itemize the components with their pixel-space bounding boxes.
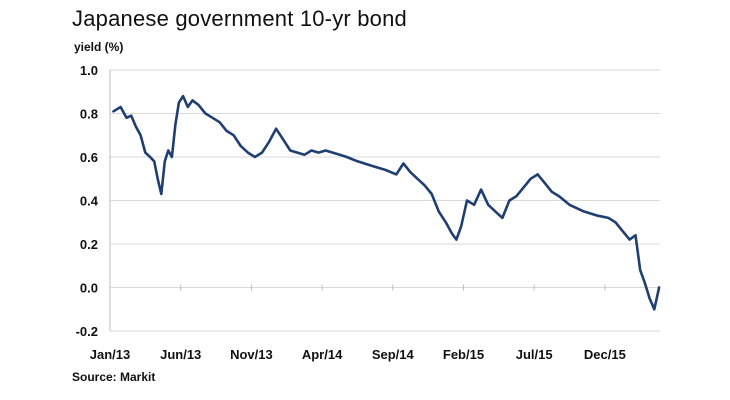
y-tick-label: 0.0 [80, 281, 98, 296]
x-tick-label: Jan/13 [90, 347, 130, 362]
x-tick-label: Sep/14 [372, 347, 415, 362]
x-tick-label: Jun/13 [160, 347, 201, 362]
grid-lines [110, 69, 660, 332]
x-tick-label: Jul/15 [516, 347, 553, 362]
x-tick-label: Nov/13 [230, 347, 273, 362]
y-tick-label: 0.8 [80, 107, 98, 122]
y-tick-label: 0.6 [80, 150, 98, 165]
y-tick-label: 0.4 [80, 194, 99, 209]
y-tick-label: -0.2 [76, 324, 98, 339]
series-line [112, 94, 661, 311]
y-tick-labels: 1.0 0.8 0.6 0.4 0.2 0.0 -0.2 [76, 63, 99, 339]
axes [109, 70, 606, 331]
y-tick-label: 1.0 [80, 63, 98, 78]
y-tick-label: 0.2 [80, 237, 98, 252]
y-axis-label: yield (%) [74, 40, 124, 54]
chart-title: Japanese government 10-yr bond [72, 6, 407, 31]
x-tick-labels: Jan/13 Jun/13 Nov/13 Apr/14 Sep/14 Feb/15 Jul/… [90, 347, 626, 362]
series-layer [112, 94, 661, 311]
x-tick-label: Apr/14 [302, 347, 343, 362]
x-tick-label: Feb/15 [443, 347, 484, 362]
x-tick-label: Dec/15 [584, 347, 626, 362]
source-note: Source: Markit [72, 370, 156, 384]
